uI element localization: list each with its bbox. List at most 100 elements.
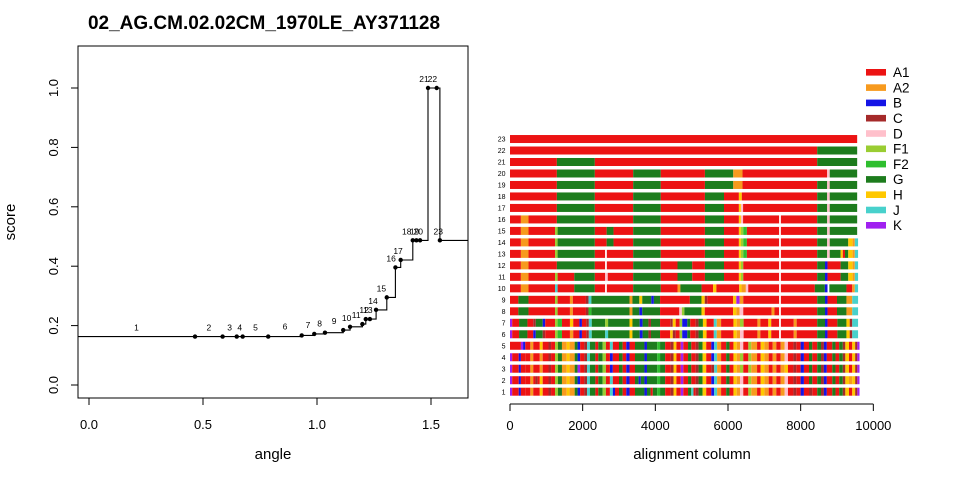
segment	[835, 387, 840, 396]
segment	[832, 387, 836, 396]
segment	[733, 180, 743, 189]
segment	[539, 387, 543, 396]
segment	[589, 353, 596, 362]
segment	[510, 387, 513, 396]
segment	[857, 376, 860, 385]
segment	[683, 364, 689, 373]
segment	[561, 364, 567, 373]
segment	[713, 284, 717, 293]
segment	[846, 318, 850, 327]
segment	[739, 341, 744, 350]
segment	[548, 341, 552, 350]
segment	[726, 341, 730, 350]
step-point-label: 10	[342, 313, 352, 323]
segment	[829, 180, 858, 189]
segment	[587, 376, 590, 385]
legend-label: G	[893, 172, 904, 187]
segment	[657, 353, 661, 362]
segment	[595, 364, 599, 373]
segment	[740, 203, 744, 212]
segment	[829, 169, 858, 178]
segment	[714, 376, 718, 385]
segment	[670, 318, 673, 327]
segment	[679, 330, 683, 339]
segment	[724, 261, 739, 270]
page-title: 02_AG.CM.02.02CM_1970LE_AY371128	[88, 13, 440, 34]
segment	[510, 169, 557, 178]
segment	[612, 376, 619, 385]
segment	[764, 364, 769, 373]
segment	[684, 307, 702, 316]
segment	[826, 353, 833, 362]
segment	[605, 249, 607, 258]
segment	[530, 364, 534, 373]
segment	[605, 387, 610, 396]
segment	[510, 158, 557, 166]
segment	[557, 341, 562, 350]
step-point	[360, 321, 365, 327]
segment	[632, 295, 640, 304]
segment	[812, 376, 818, 385]
segment	[551, 364, 556, 373]
row-label: 5	[502, 343, 506, 350]
segment	[650, 387, 653, 396]
segment	[660, 376, 666, 385]
alignment-row-9: 9	[502, 295, 859, 304]
row-label: 19	[498, 183, 506, 190]
segment	[821, 376, 824, 385]
segment	[842, 387, 846, 396]
segment	[817, 353, 822, 362]
segment	[676, 341, 681, 350]
segment	[533, 376, 536, 385]
segment	[612, 341, 619, 350]
segment	[724, 249, 739, 258]
segment	[520, 341, 524, 350]
segment	[780, 226, 818, 235]
segment	[594, 215, 634, 224]
alignment-row-11: 11	[498, 272, 859, 281]
segment	[606, 238, 614, 247]
segment	[691, 364, 696, 373]
legend-swatch	[866, 114, 886, 122]
segment	[812, 387, 818, 396]
legend-label: F1	[893, 142, 909, 157]
step-point	[192, 334, 198, 339]
segment	[855, 341, 858, 350]
segment	[740, 238, 744, 247]
segment	[688, 376, 692, 385]
segment	[827, 215, 830, 224]
segment	[716, 318, 722, 327]
step-point	[373, 307, 379, 313]
segment	[542, 341, 549, 350]
segment	[569, 330, 574, 339]
segment	[520, 284, 529, 293]
segment	[846, 284, 853, 293]
segment	[660, 353, 666, 362]
segment	[803, 353, 810, 362]
segment	[510, 272, 521, 281]
segment	[729, 387, 734, 396]
row-label: 14	[498, 240, 506, 247]
segment	[768, 376, 773, 385]
segment	[557, 330, 562, 339]
segment	[609, 376, 613, 385]
segment	[646, 364, 658, 373]
segment	[739, 284, 742, 293]
segment	[721, 318, 734, 327]
segment	[691, 387, 694, 396]
legend-swatch	[866, 191, 886, 198]
segment	[605, 272, 608, 281]
segment	[839, 341, 843, 350]
segment	[528, 284, 556, 293]
segment	[569, 341, 575, 350]
row-label: 22	[498, 148, 506, 155]
segment	[577, 376, 581, 385]
segment	[832, 353, 836, 362]
step-point-label: 12	[359, 305, 369, 315]
alignment-row-15: 15	[498, 226, 858, 236]
segment	[772, 376, 777, 385]
segment	[561, 341, 567, 350]
segment	[539, 341, 543, 350]
segment	[519, 330, 528, 339]
